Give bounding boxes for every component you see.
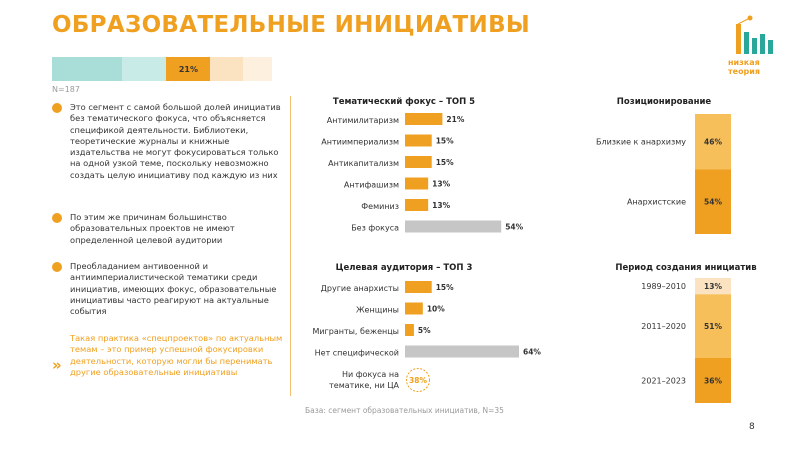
audience-chart-value-label: 10% bbox=[427, 305, 445, 314]
audience-chart-category-label: Мигранты, беженцы bbox=[312, 327, 399, 336]
topic-chart-bar bbox=[405, 177, 429, 190]
topic-chart-value-label: 15% bbox=[436, 137, 454, 146]
audience-chart-extra-value: 38% bbox=[409, 376, 427, 385]
audience-chart-extra-circle bbox=[406, 368, 430, 392]
topic-chart-bar bbox=[405, 156, 432, 168]
positioning-chart-segment bbox=[695, 169, 731, 234]
topic-chart-value-label: 21% bbox=[446, 115, 464, 124]
period-chart-category-label: 2011–2020 bbox=[641, 322, 686, 331]
audience-chart-value-label: 15% bbox=[436, 283, 454, 292]
quote-text: Такая практика «спецпроектов» по актуаль… bbox=[70, 333, 283, 377]
audience-chart-extra-label: Ни фокуса на bbox=[342, 370, 399, 379]
period-chart-value-label: 51% bbox=[704, 322, 722, 331]
bullet-3: Преобладанием антивоенной и антиимпериал… bbox=[52, 261, 282, 317]
topic-chart-value-label: 54% bbox=[505, 223, 523, 232]
topic-chart-category-label: Антифашизм bbox=[344, 181, 399, 190]
topic-chart-category-label: Антиимпериализм bbox=[321, 138, 399, 147]
page-title: ОБРАЗОВАТЕЛЬНЫЕ ИНИЦИАТИВЫ bbox=[52, 12, 531, 38]
bullet-dot-icon bbox=[52, 213, 62, 223]
base-note: База: сегмент образовательных инициатив,… bbox=[305, 406, 504, 415]
topic-chart-category-label: Без фокуса bbox=[351, 224, 399, 233]
topic-chart-category-label: Антимилитаризм bbox=[327, 116, 399, 125]
period-chart-category-label: 2021–2023 bbox=[641, 377, 686, 386]
bullet-text: Преобладанием антивоенной и антиимпериал… bbox=[70, 261, 277, 317]
topic-chart-category-label: Феминиз bbox=[361, 202, 399, 211]
divider-line bbox=[290, 96, 291, 396]
bullet-text: По этим же причинам большинство образова… bbox=[70, 212, 235, 245]
audience-chart-bar bbox=[405, 281, 432, 293]
topic-chart-title: Тематический фокус – ТОП 5 bbox=[333, 97, 475, 107]
bullet-2: По этим же причинам большинство образова… bbox=[52, 212, 282, 246]
segment-share-bar: 21% bbox=[52, 57, 272, 81]
bullet-1: Это сегмент с самой большой долей инициа… bbox=[52, 102, 282, 181]
bullet-text: Это сегмент с самой большой долей инициа… bbox=[70, 102, 281, 180]
topic-chart-value-label: 13% bbox=[432, 180, 450, 189]
audience-chart-extra-label-2: тематике, ни ЦА bbox=[329, 381, 399, 390]
positioning-chart-value-label: 46% bbox=[704, 138, 722, 147]
positioning-chart-value-label: 54% bbox=[704, 198, 722, 207]
segment-5 bbox=[243, 57, 272, 81]
audience-chart-category-label: Женщины bbox=[356, 306, 399, 315]
audience-chart-category-label: Другие анархисты bbox=[321, 284, 399, 293]
bullet-dot-icon bbox=[52, 103, 62, 113]
period-chart-value-label: 13% bbox=[704, 282, 722, 291]
topic-chart-bar bbox=[405, 113, 443, 125]
topic-chart-value-label: 15% bbox=[436, 158, 454, 167]
audience-chart-bar bbox=[405, 302, 423, 315]
period-chart-segment bbox=[695, 278, 731, 295]
audience-chart-bar bbox=[405, 345, 519, 358]
logo-text: низкая теория bbox=[728, 58, 761, 76]
period-chart-title: Период создания инициатив bbox=[615, 263, 756, 273]
positioning-chart-category-label: Близкие к анархизму bbox=[596, 138, 686, 147]
segment-2 bbox=[122, 57, 167, 81]
period-chart-segment bbox=[695, 294, 731, 358]
period-chart-segment bbox=[695, 358, 731, 403]
topic-chart-bar bbox=[405, 134, 432, 147]
page-number: 8 bbox=[749, 422, 755, 432]
audience-chart-value-label: 64% bbox=[523, 348, 541, 357]
sample-size-label: N=187 bbox=[52, 85, 80, 94]
period-chart-category-label: 1989–2010 bbox=[641, 282, 686, 291]
audience-chart-category-label: Нет специфической bbox=[315, 349, 399, 358]
positioning-chart-title: Позиционирование bbox=[617, 97, 712, 107]
positioning-chart-segment bbox=[695, 114, 731, 170]
topic-chart-bar bbox=[405, 199, 429, 211]
segment-3: 21% bbox=[166, 57, 211, 81]
chevron-right-icon: » bbox=[52, 356, 62, 374]
logo-bars-icon bbox=[736, 15, 773, 54]
topic-chart-value-label: 13% bbox=[432, 201, 450, 210]
audience-chart-bar bbox=[405, 324, 414, 336]
bullet-dot-icon bbox=[52, 262, 62, 272]
logo: низкая теория bbox=[728, 12, 778, 80]
audience-chart-value-label: 5% bbox=[418, 326, 431, 335]
quote-block: » Такая практика «спецпроектов» по актуа… bbox=[52, 333, 292, 378]
topic-chart-category-label: Антикапитализм bbox=[328, 159, 399, 168]
segment-1 bbox=[52, 57, 123, 81]
topic-chart-bar bbox=[405, 220, 502, 233]
positioning-chart-category-label: Анархистские bbox=[627, 198, 686, 207]
audience-chart-title: Целевая аудитория – ТОП 3 bbox=[336, 263, 473, 273]
period-chart-value-label: 36% bbox=[704, 377, 722, 386]
segment-4 bbox=[210, 57, 244, 81]
